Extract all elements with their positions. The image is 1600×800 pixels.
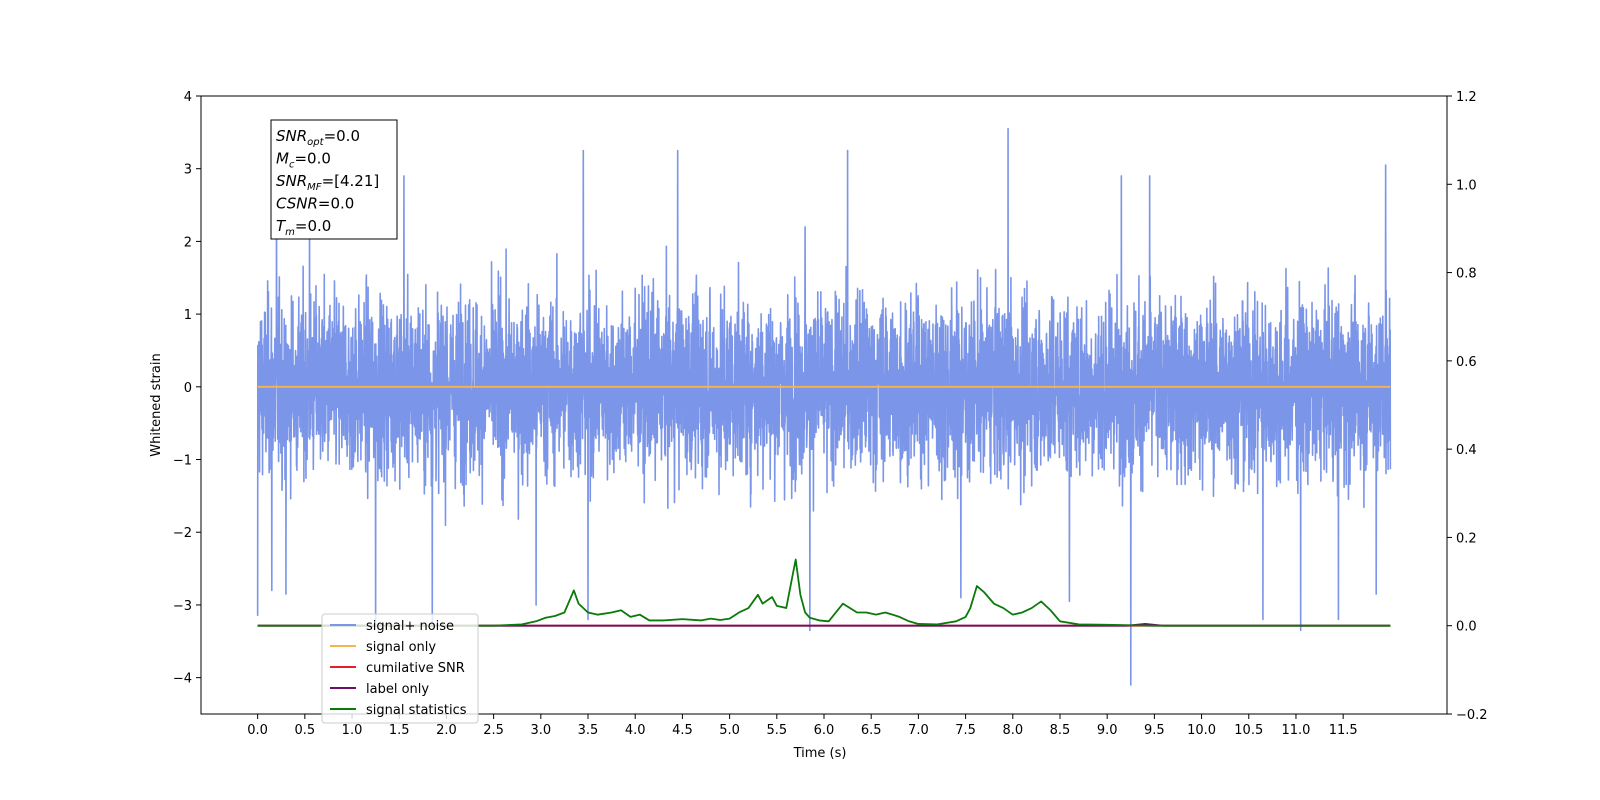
x-tick-label: 2.0 bbox=[436, 723, 457, 738]
x-tick-label: 4.5 bbox=[672, 723, 693, 738]
y-tick-label: 2 bbox=[184, 235, 192, 250]
x-tick-label: 11.0 bbox=[1281, 723, 1310, 738]
x-tick-label: 7.5 bbox=[955, 723, 976, 738]
x-tick-label: 1.0 bbox=[342, 723, 363, 738]
y-tick-label: −1 bbox=[173, 454, 192, 469]
x-tick-label: 5.5 bbox=[766, 723, 787, 738]
x-tick-label: 8.0 bbox=[1002, 723, 1023, 738]
y-axis-label: Whitened strain bbox=[149, 353, 164, 456]
x-axis: 0.0 0.5 1.0 1.5 2.0 2.5 3.0 3.5 4.0 4.5 5.0 5.5 6.0 6… bbox=[247, 714, 1358, 738]
y2-tick-label: 0.0 bbox=[1456, 620, 1477, 635]
x-tick-label: 3.0 bbox=[530, 723, 551, 738]
y-tick-label: −2 bbox=[173, 526, 192, 541]
y2-tick-label: 1.0 bbox=[1456, 178, 1477, 193]
y-tick-label: 0 bbox=[184, 381, 192, 396]
y-axis-left: −4 −3 −2 −1 0 1 2 3 4 bbox=[173, 90, 201, 687]
x-tick-label: 8.5 bbox=[1050, 723, 1071, 738]
y2-tick-label: 0.8 bbox=[1456, 267, 1477, 282]
y-tick-label: 1 bbox=[184, 308, 192, 323]
x-tick-label: 2.5 bbox=[483, 723, 504, 738]
annotation-line: Tm=0.0 bbox=[276, 217, 331, 238]
x-tick-label: 5.0 bbox=[719, 723, 740, 738]
x-tick-label: 6.0 bbox=[814, 723, 835, 738]
y2-tick-label: 1.2 bbox=[1456, 90, 1477, 105]
y-tick-label: −3 bbox=[173, 599, 192, 614]
x-tick-label: 11.5 bbox=[1329, 723, 1358, 738]
series-line bbox=[257, 558, 1391, 627]
x-tick-label: 4.0 bbox=[625, 723, 646, 738]
annotation-line: Mc=0.0 bbox=[276, 150, 331, 171]
y2-tick-label: 0.6 bbox=[1456, 355, 1477, 370]
annotation-line: CSNR=0.0 bbox=[276, 195, 354, 213]
x-tick-label: 7.0 bbox=[908, 723, 929, 738]
y2-tick-label: −0.2 bbox=[1456, 708, 1488, 723]
legend-frame bbox=[321, 613, 479, 724]
x-tick-label: 9.0 bbox=[1097, 723, 1118, 738]
y-tick-label: 4 bbox=[184, 90, 192, 105]
x-tick-label: 6.5 bbox=[861, 723, 882, 738]
x-tick-label: 0.0 bbox=[247, 723, 268, 738]
x-tick-label: 10.0 bbox=[1187, 723, 1216, 738]
series-signal-noise bbox=[256, 127, 1392, 686]
y-tick-label: 3 bbox=[184, 163, 192, 178]
legend: signal+ noise signal only cumilative SNR la… bbox=[321, 613, 479, 724]
y2-tick-label: 0.2 bbox=[1456, 531, 1477, 546]
y-tick-label: −4 bbox=[173, 672, 192, 687]
annotation-line: SNRMF=[4.21] bbox=[276, 172, 379, 193]
legend-label: signal+ noise bbox=[366, 619, 454, 634]
y2-tick-label: 0.4 bbox=[1456, 443, 1477, 458]
x-tick-label: 0.5 bbox=[294, 723, 315, 738]
series-signal-statistics bbox=[257, 558, 1391, 627]
annotation-frame bbox=[270, 119, 398, 240]
x-tick-label: 3.5 bbox=[578, 723, 599, 738]
series-line bbox=[256, 127, 1392, 686]
x-tick-label: 10.5 bbox=[1234, 723, 1263, 738]
plot-area bbox=[256, 127, 1392, 686]
x-tick-label: 9.5 bbox=[1144, 723, 1165, 738]
annotation-line: SNRopt=0.0 bbox=[276, 127, 360, 148]
x-axis-label: Time (s) bbox=[793, 746, 847, 761]
legend-label: label only bbox=[366, 682, 429, 697]
legend-label: signal only bbox=[366, 640, 436, 655]
legend-label: cumilative SNR bbox=[366, 661, 465, 676]
legend-label: signal statistics bbox=[366, 703, 467, 718]
y-axis-right: −0.2 0.0 0.2 0.4 0.6 0.8 1.0 1.2 bbox=[1447, 90, 1488, 723]
x-tick-label: 1.5 bbox=[389, 723, 410, 738]
